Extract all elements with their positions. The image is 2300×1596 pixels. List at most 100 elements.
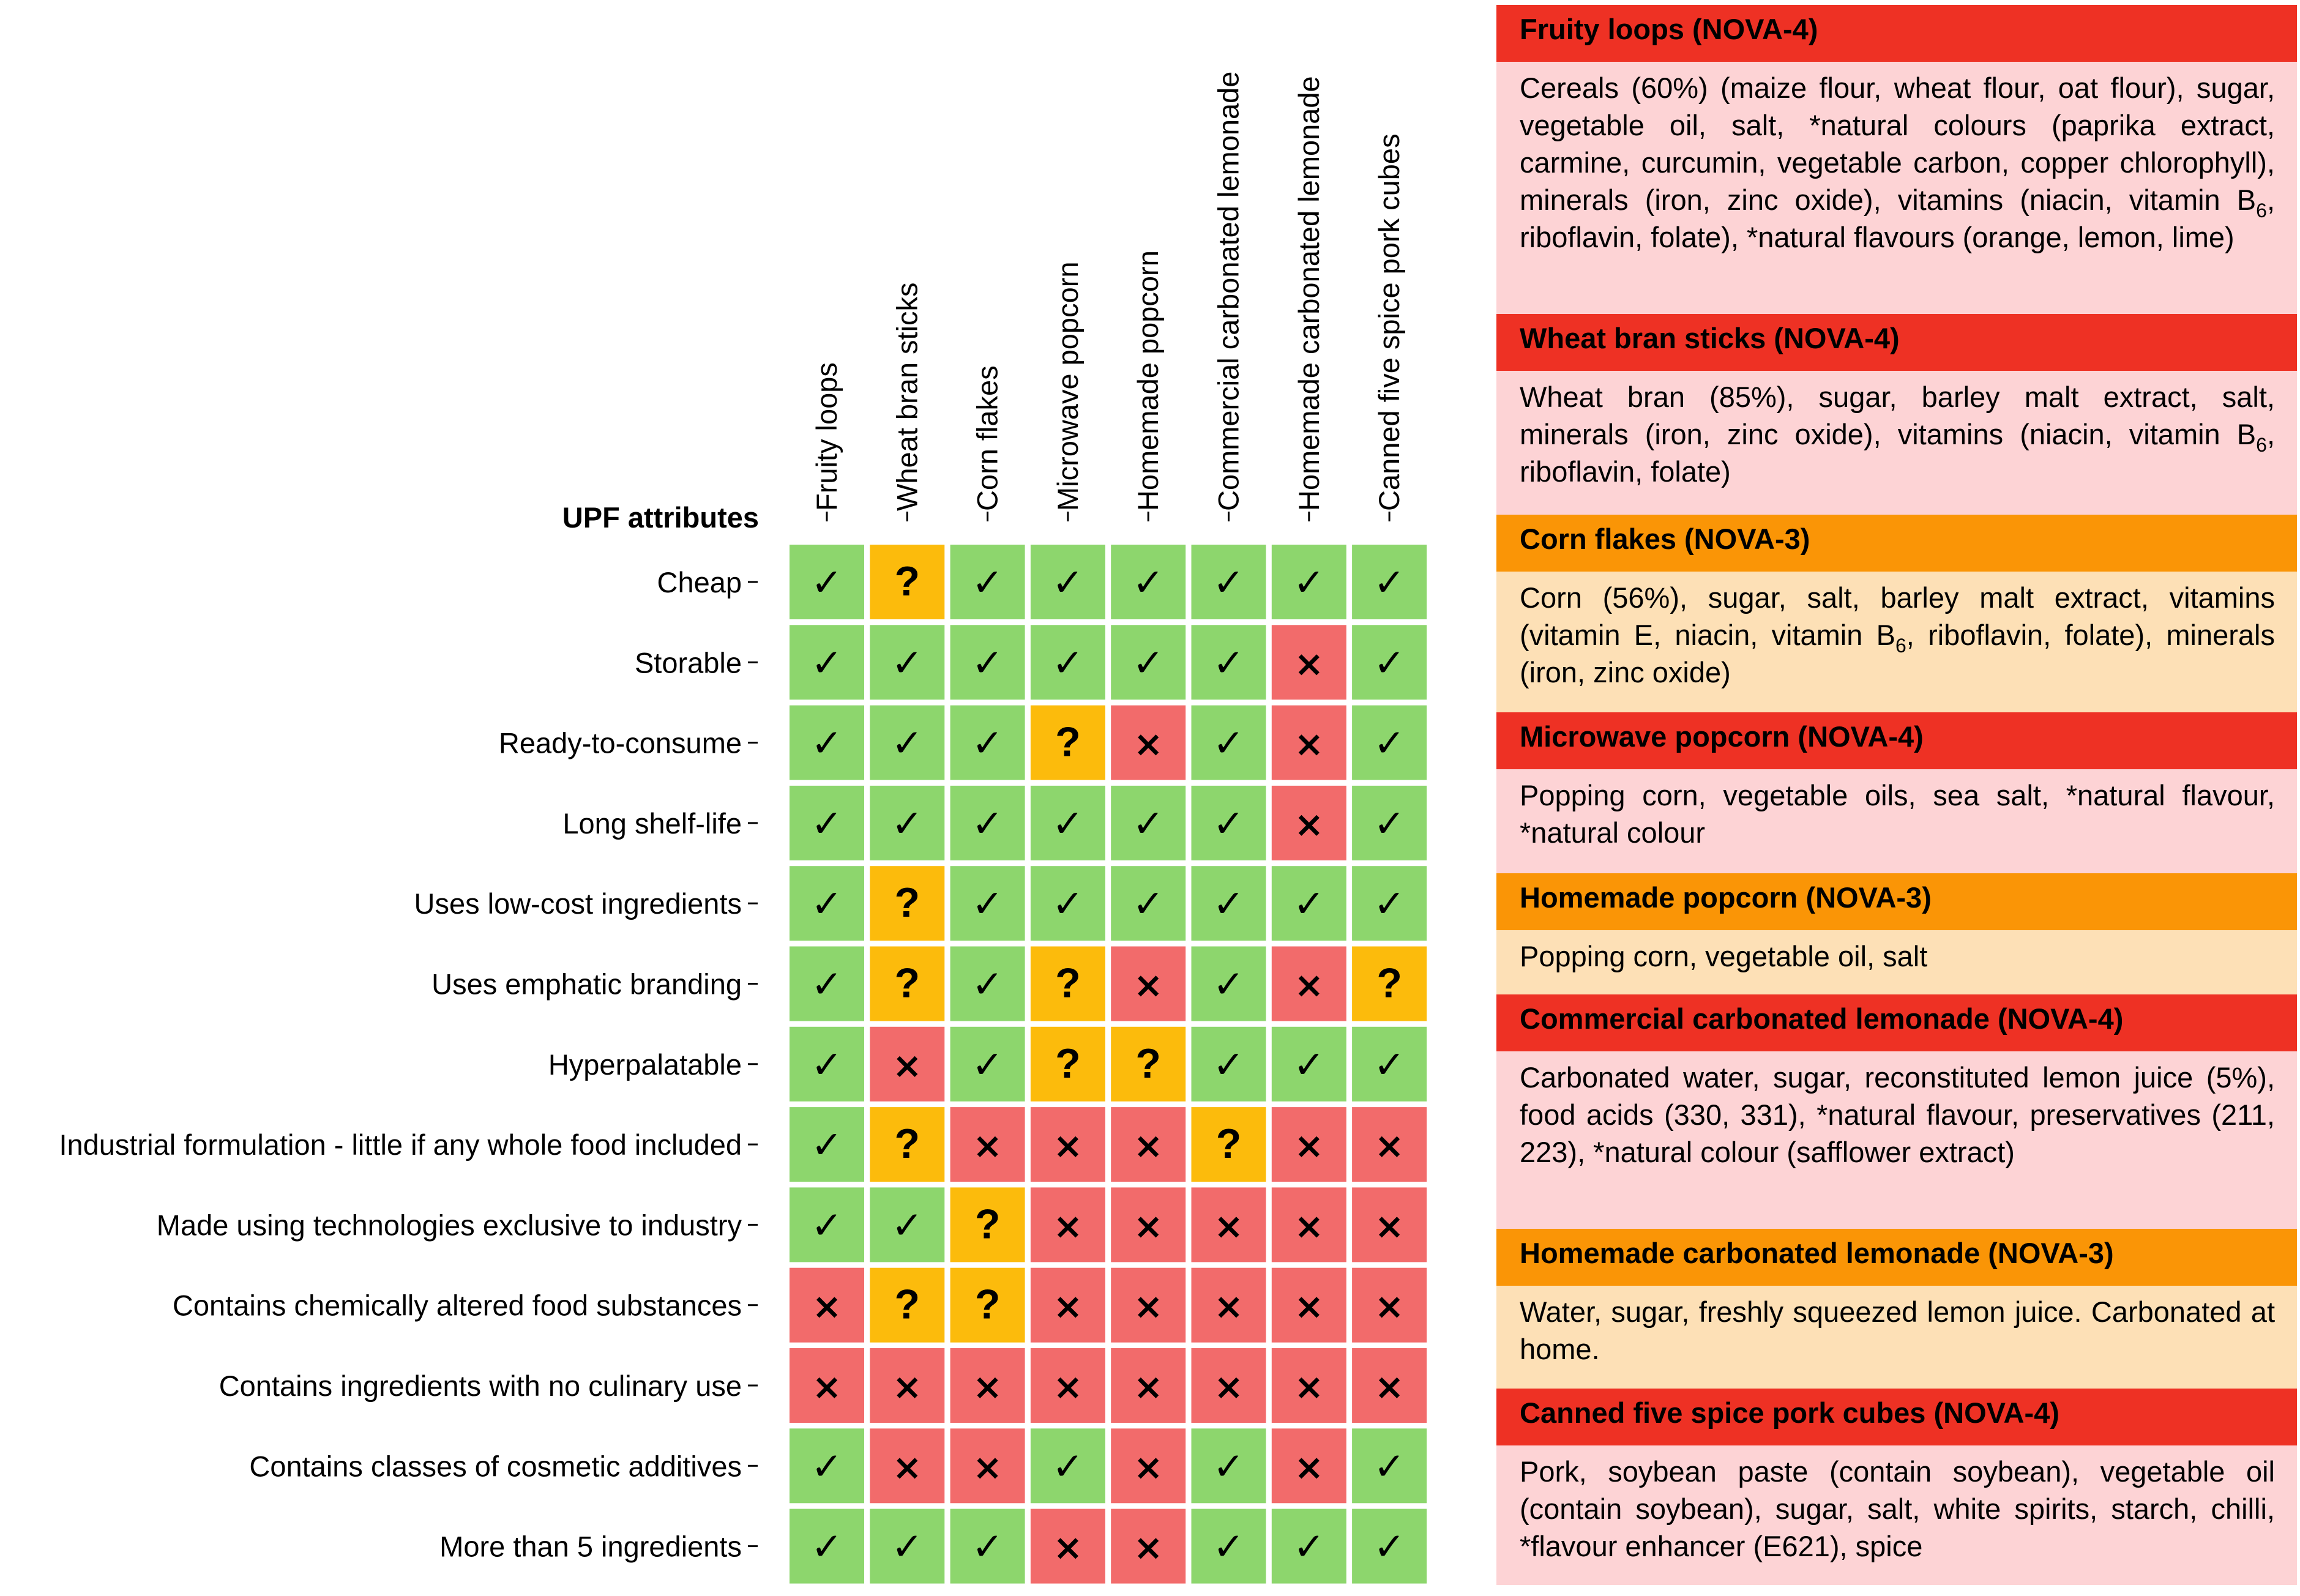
matrix-symbol-yes: ✓ bbox=[1373, 1524, 1405, 1569]
ingredient-title: Commercial carbonated lemonade (NOVA-4) bbox=[1496, 994, 2297, 1051]
matrix-cell-unsure bbox=[1030, 946, 1105, 1021]
matrix-cell-yes bbox=[950, 866, 1025, 941]
row-label-hyperpalatable: Hyperpalatable bbox=[548, 1048, 742, 1081]
matrix-cell-yes bbox=[1352, 1026, 1427, 1102]
matrix-symbol-yes: ✓ bbox=[811, 962, 843, 1007]
matrix-cell-unsure bbox=[870, 1107, 945, 1182]
matrix-symbol-unsure: ? bbox=[895, 960, 920, 1007]
matrix-cell-yes bbox=[790, 1026, 864, 1102]
column-label-fruity-loops: Fruity loops bbox=[810, 362, 843, 511]
matrix-symbol-no: × bbox=[973, 1366, 1003, 1408]
matrix-cell-yes bbox=[790, 545, 864, 619]
upf-attribute-matrix: UPF attributes Fruity loops Wheat bran sti… bbox=[59, 72, 1427, 1584]
ingredient-box-homemade-popcorn: Homemade popcorn (NOVA-3) Popping corn, … bbox=[1496, 873, 2297, 994]
matrix-cell-no bbox=[1111, 1508, 1186, 1584]
matrix-symbol-no: × bbox=[1294, 1125, 1324, 1166]
matrix-symbol-unsure: ? bbox=[1376, 960, 1402, 1007]
matrix-cell-yes bbox=[790, 625, 864, 700]
matrix-symbol-no: × bbox=[1294, 1366, 1324, 1408]
matrix-symbol-yes: ✓ bbox=[1132, 801, 1164, 846]
matrix-cell-yes bbox=[790, 866, 864, 941]
ingredient-list: Wheat bran (85%), sugar, barley malt ext… bbox=[1496, 371, 2297, 515]
matrix-symbol-yes: ✓ bbox=[1213, 962, 1245, 1007]
matrix-cell-yes bbox=[1111, 866, 1186, 941]
matrix-cell-no bbox=[1030, 1107, 1105, 1182]
matrix-symbol-no: × bbox=[1294, 1205, 1324, 1247]
matrix-cell-yes bbox=[790, 1107, 864, 1182]
matrix-cell-yes bbox=[950, 545, 1025, 619]
matrix-cell-no bbox=[1030, 1348, 1105, 1423]
row-label-storable: Storable bbox=[635, 646, 742, 679]
matrix-symbol-yes: ✓ bbox=[811, 721, 843, 766]
ingredient-box-canned-pork-cubes: Canned five spice pork cubes (NOVA-4) Po… bbox=[1496, 1389, 2297, 1585]
matrix-symbol-no: × bbox=[1133, 964, 1163, 1006]
ingredient-list: Carbonated water, sugar, reconstituted l… bbox=[1496, 1051, 2297, 1229]
matrix-symbol-unsure: ? bbox=[1055, 1040, 1081, 1087]
matrix-symbol-no: × bbox=[1375, 1366, 1405, 1408]
matrix-cell-no bbox=[1271, 1348, 1346, 1423]
matrix-cell-no bbox=[790, 1348, 864, 1423]
matrix-cell-yes bbox=[790, 1187, 864, 1262]
matrix-cell-yes bbox=[870, 1187, 945, 1262]
matrix-symbol-yes: ✓ bbox=[972, 1524, 1004, 1569]
ingredient-box-homemade-lemonade: Homemade carbonated lemonade (NOVA-3) Wa… bbox=[1496, 1229, 2297, 1389]
matrix-symbol-no: × bbox=[973, 1446, 1003, 1488]
column-label-homemade-carbonated-lemonade: Homemade carbonated lemonade bbox=[1293, 76, 1325, 511]
matrix-cell-unsure bbox=[1111, 1026, 1186, 1102]
matrix-cell-no bbox=[1352, 1187, 1427, 1262]
matrix-cell-yes bbox=[1271, 545, 1346, 619]
matrix-symbol-yes: ✓ bbox=[1373, 1444, 1405, 1488]
matrix-cell-yes bbox=[1030, 1428, 1105, 1504]
matrix-cell-unsure bbox=[870, 1267, 945, 1343]
column-label-wheat-bran-sticks: Wheat bran sticks bbox=[891, 282, 923, 511]
matrix-cell-yes bbox=[1030, 545, 1105, 619]
matrix-cell-unsure bbox=[950, 1267, 1025, 1343]
ingredient-title: Corn flakes (NOVA-3) bbox=[1496, 515, 2297, 572]
matrix-symbol-no: × bbox=[1294, 723, 1324, 765]
matrix-symbol-yes: ✓ bbox=[1213, 1524, 1245, 1569]
matrix-symbol-no: × bbox=[892, 1366, 922, 1408]
matrix-symbol-yes: ✓ bbox=[1132, 560, 1164, 605]
matrix-cell-yes bbox=[1030, 625, 1105, 700]
ingredient-title: Canned five spice pork cubes (NOVA-4) bbox=[1496, 1389, 2297, 1445]
matrix-cell-yes bbox=[790, 785, 864, 860]
matrix-symbol-no: × bbox=[1294, 643, 1324, 684]
matrix-symbol-no: × bbox=[812, 1366, 842, 1408]
matrix-symbol-no: × bbox=[1133, 1527, 1163, 1568]
matrix-symbol-yes: ✓ bbox=[1052, 881, 1084, 926]
matrix-cell-no bbox=[1191, 1348, 1266, 1423]
matrix-cell-no bbox=[1111, 1428, 1186, 1504]
matrix-symbol-yes: ✓ bbox=[891, 721, 923, 766]
ingredient-title: Fruity loops (NOVA-4) bbox=[1496, 5, 2297, 62]
matrix-symbol-yes: ✓ bbox=[891, 1203, 923, 1247]
matrix-symbol-yes: ✓ bbox=[1293, 1524, 1325, 1569]
column-label-corn-flakes: Corn flakes bbox=[971, 365, 1004, 511]
matrix-cell-unsure bbox=[870, 545, 945, 619]
matrix-cell-unsure bbox=[870, 946, 945, 1021]
matrix-symbol-no: × bbox=[1053, 1286, 1083, 1327]
matrix-symbol-yes: ✓ bbox=[972, 640, 1004, 685]
matrix-cell-yes bbox=[1352, 625, 1427, 700]
matrix-cell-no bbox=[1111, 1267, 1186, 1343]
matrix-cell-yes bbox=[1271, 1508, 1346, 1584]
matrix-cell-unsure bbox=[1191, 1107, 1266, 1182]
matrix-cell-unsure bbox=[950, 1187, 1025, 1262]
matrix-cell-yes bbox=[950, 1508, 1025, 1584]
matrix-cell-yes bbox=[1352, 1508, 1427, 1584]
matrix-cell-no bbox=[1030, 1267, 1105, 1343]
matrix-symbol-no: × bbox=[892, 1446, 922, 1488]
matrix-cell-yes bbox=[1191, 1428, 1266, 1504]
matrix-symbol-yes: ✓ bbox=[1213, 721, 1245, 766]
matrix-cell-yes bbox=[1191, 946, 1266, 1021]
matrix-symbol-yes: ✓ bbox=[972, 962, 1004, 1007]
matrix-cell-yes bbox=[1271, 1026, 1346, 1102]
matrix-symbol-no: × bbox=[1053, 1527, 1083, 1568]
matrix-symbol-yes: ✓ bbox=[1293, 881, 1325, 926]
matrix-cell-no bbox=[1271, 705, 1346, 780]
matrix-symbol-no: × bbox=[1053, 1125, 1083, 1166]
ingredient-box-wheat-bran-sticks: Wheat bran sticks (NOVA-4) Wheat bran (8… bbox=[1496, 314, 2297, 515]
matrix-cell-no bbox=[1111, 705, 1186, 780]
matrix-cell-no bbox=[870, 1026, 945, 1102]
row-label-uses-low-cost-ingredients: Uses low-cost ingredients bbox=[414, 887, 742, 920]
row-label-uses-emphatic-branding: Uses emphatic branding bbox=[431, 968, 742, 1001]
